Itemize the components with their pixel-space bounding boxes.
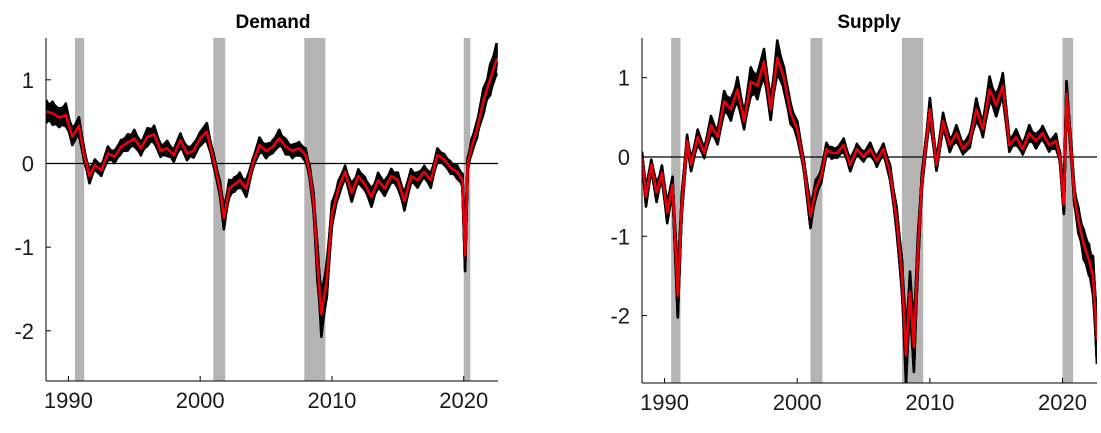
supply-draw-line-15	[642, 46, 1097, 367]
demand-x-tick-label-2000: 2000	[176, 388, 225, 413]
supply-draw-line-7	[642, 40, 1097, 372]
supply-draw-line-11	[642, 48, 1097, 352]
supply-x-tick-label-2010: 2010	[905, 390, 954, 415]
demand-draw-line-4	[46, 65, 498, 333]
supply-y-tick-label-2: -1	[610, 224, 630, 249]
demand-recession-band-0	[74, 38, 85, 381]
supply-draw-line-19	[642, 50, 1097, 372]
demand-draw-line-19	[46, 68, 498, 322]
supply-draw-line-8	[642, 49, 1097, 356]
supply-recession-band-0	[671, 38, 681, 383]
demand-draw-line-22	[46, 43, 498, 296]
supply-draw-line-3	[642, 55, 1097, 356]
supply-x-tick-label-2000: 2000	[773, 390, 822, 415]
supply-draw-line-20	[642, 55, 1097, 364]
demand-title: Demand	[236, 12, 311, 33]
supply-draw-line-17	[642, 59, 1097, 363]
demand-draw-line-10	[46, 62, 498, 334]
supply-recession-band-1	[810, 38, 823, 383]
supply-draw-line-18	[642, 49, 1097, 362]
demand-median-line	[46, 58, 498, 316]
supply-draw-line-23	[642, 58, 1097, 371]
demand-plot-area	[46, 42, 498, 339]
supply-y-tick-label-3: -2	[610, 304, 630, 329]
supply-plot-area	[642, 39, 1097, 383]
supply-recession-band-3	[1062, 38, 1074, 383]
demand-x-tick-label-2020: 2020	[439, 388, 488, 413]
demand-recession-band-1	[213, 38, 226, 381]
supply-title: Supply	[837, 12, 901, 33]
demand-y-tick-label-2: -1	[14, 235, 34, 260]
demand-panel: Demand 1990 2000 2010 2020 1 0 -1 -2	[14, 12, 498, 413]
supply-y-tick-label-0: 1	[618, 66, 630, 91]
supply-x-tick-label-1990: 1990	[640, 390, 689, 415]
supply-panel: Supply 1990 2000 2010 2020 1 0 -1 -2	[610, 12, 1097, 415]
supply-draw-line-10	[642, 49, 1097, 371]
demand-draw-line-5	[46, 73, 498, 330]
supply-draw-line-4	[642, 54, 1097, 354]
supply-draw-line-13	[642, 45, 1097, 383]
demand-draw-line-18	[46, 70, 498, 339]
demand-draw-line-13	[46, 72, 498, 321]
supply-draw-line-1	[642, 51, 1097, 359]
demand-draw-line-21	[46, 63, 498, 312]
supply-draw-line-6	[642, 58, 1097, 363]
supply-x-tick-label-2020: 2020	[1038, 390, 1087, 415]
supply-draw-line-12	[642, 60, 1097, 363]
supply-draw-line-2	[642, 50, 1097, 374]
supply-draw-line-16	[642, 54, 1097, 366]
supply-y-tick-label-1: 0	[618, 145, 630, 170]
demand-draw-line-12	[46, 67, 498, 323]
supply-draw-line-21	[642, 39, 1097, 377]
supply-draw-line-0	[642, 49, 1097, 366]
supply-draw-line-9	[642, 62, 1097, 364]
supply-draw-line-22	[642, 54, 1097, 348]
supply-draw-line-5	[642, 47, 1097, 379]
demand-draw-line-11	[46, 60, 498, 324]
demand-x-tick-label-2010: 2010	[307, 388, 356, 413]
supply-draw-line-14	[642, 52, 1097, 358]
demand-draw-line-2	[46, 55, 498, 321]
demand-y-tick-label-3: -2	[14, 319, 34, 344]
demand-y-tick-label-0: 1	[22, 68, 34, 93]
supply-median-line	[642, 56, 1097, 357]
demand-y-tick-label-1: 0	[22, 151, 34, 176]
demand-x-tick-label-1990: 1990	[44, 388, 93, 413]
